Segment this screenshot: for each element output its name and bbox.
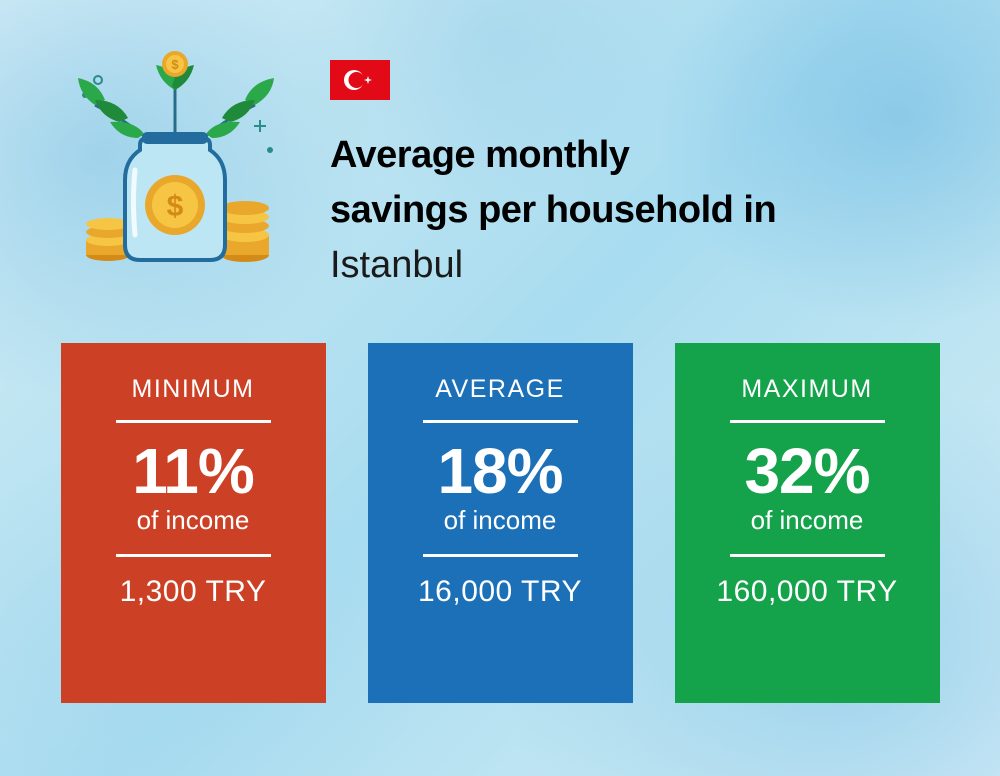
title-block: Average monthly savings per household in…	[330, 50, 940, 293]
divider	[116, 420, 271, 423]
divider	[730, 420, 885, 423]
title-line-2: savings per household in	[330, 183, 940, 238]
header-region: $ $	[0, 0, 1000, 323]
svg-text:$: $	[167, 190, 184, 223]
divider	[423, 554, 578, 557]
divider	[116, 554, 271, 557]
cards-row: MINIMUM 11% of income 1,300 TRY AVERAGE …	[0, 323, 1000, 753]
title-city: Istanbul	[330, 238, 940, 293]
card-label: MAXIMUM	[741, 375, 872, 404]
svg-text:$: $	[171, 57, 179, 72]
card-percent: 32%	[744, 439, 869, 503]
savings-jar-illustration: $ $	[60, 50, 290, 270]
card-amount: 16,000 TRY	[418, 575, 582, 609]
card-amount: 1,300 TRY	[120, 575, 267, 609]
card-percent: 18%	[437, 439, 562, 503]
title-line-1: Average monthly	[330, 128, 940, 183]
card-of-income: of income	[137, 505, 250, 536]
card-amount: 160,000 TRY	[716, 575, 897, 609]
turkey-flag-icon	[330, 60, 390, 100]
divider	[423, 420, 578, 423]
card-label: MINIMUM	[132, 375, 255, 404]
card-percent: 11%	[132, 439, 254, 503]
card-of-income: of income	[751, 505, 864, 536]
card-label: AVERAGE	[435, 375, 565, 404]
card-of-income: of income	[444, 505, 557, 536]
card-maximum: MAXIMUM 32% of income 160,000 TRY	[675, 343, 940, 703]
divider	[730, 554, 885, 557]
card-minimum: MINIMUM 11% of income 1,300 TRY	[61, 343, 326, 703]
card-average: AVERAGE 18% of income 16,000 TRY	[368, 343, 633, 703]
